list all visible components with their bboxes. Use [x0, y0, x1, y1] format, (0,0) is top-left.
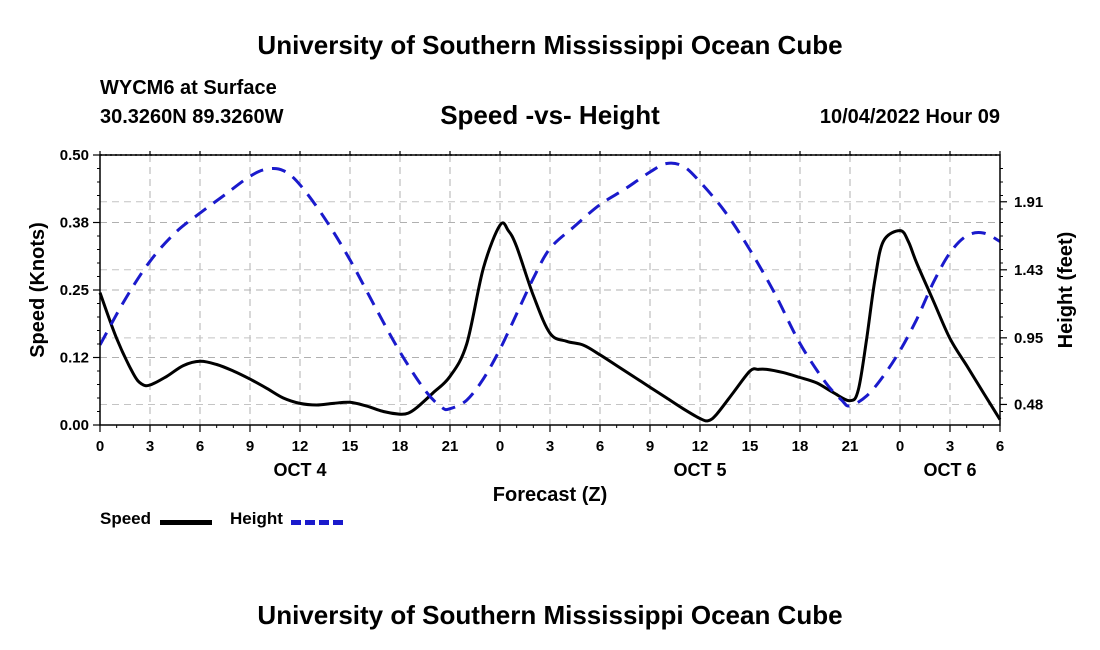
y-right-tick-label: 0.95: [1014, 330, 1043, 347]
series-line-height: [98, 161, 1001, 412]
x-tick-label: 21: [442, 438, 459, 455]
y-left-tick-label: 0.12: [60, 350, 89, 367]
x-tick-label: 6: [196, 438, 204, 455]
x-tick-label: 0: [496, 438, 504, 455]
day-label: OCT 4: [273, 460, 326, 480]
x-tick-label: 15: [342, 438, 359, 455]
x-tick-label: 6: [996, 438, 1004, 455]
legend-height-swatch: [291, 520, 343, 525]
x-tick-label: 0: [96, 438, 104, 455]
x-tick-label: 3: [946, 438, 954, 455]
x-tick-label: 6: [596, 438, 604, 455]
x-tick-label: 15: [742, 438, 759, 455]
footer-title: University of Southern Mississippi Ocean…: [257, 600, 843, 630]
y-axis-right-label: Height (feet): [1055, 232, 1077, 349]
coordinates-label: 30.3260N 89.3260W: [100, 106, 284, 128]
x-tick-label: 18: [792, 438, 809, 455]
x-tick-label: 12: [292, 438, 309, 455]
day-label: OCT 6: [923, 460, 976, 480]
axis-layer: 0 3 6 9 12 15 18 21 0 3 6 9 12 15 18 21 0 3 6 OCT 4 OCT 5 OCT…: [60, 147, 1043, 480]
x-axis-label: Forecast (Z): [493, 484, 607, 506]
y-left-tick-label: 0.50: [60, 147, 89, 164]
forecast-datetime: 10/04/2022 Hour 09: [819, 106, 1000, 128]
chart-main-title: University of Southern Mississippi Ocean…: [257, 30, 843, 60]
chart-subtitle: Speed -vs- Height: [440, 100, 660, 130]
x-tick-label: 0: [896, 438, 904, 455]
x-tick-label: 3: [146, 438, 154, 455]
legend-speed-label: Speed: [100, 509, 152, 528]
y-right-tick-label: 1.43: [1014, 262, 1043, 279]
y-left-tick-label: 0.00: [60, 417, 89, 434]
y-right-tick-label: 1.91: [1014, 194, 1043, 211]
series-layer: [98, 161, 1002, 423]
day-label: OCT 5: [673, 460, 726, 480]
legend-speed-swatch: [160, 520, 212, 525]
x-tick-label: 3: [546, 438, 554, 455]
y-left-tick-label: 0.25: [60, 282, 89, 299]
x-tick-label: 21: [842, 438, 859, 455]
station-label: WYCM6 at Surface: [100, 77, 277, 99]
legend-height-label: Height: [230, 509, 283, 528]
grid-layer: [100, 155, 1000, 425]
y-left-tick-label: 0.38: [60, 215, 89, 232]
x-tick-label: 18: [392, 438, 409, 455]
y-right-tick-label: 0.48: [1014, 396, 1043, 413]
x-tick-label: 12: [692, 438, 709, 455]
series-line-speed: [98, 221, 1002, 423]
x-tick-label: 9: [646, 438, 654, 455]
y-axis-left-label: Speed (Knots): [27, 222, 49, 358]
x-tick-label: 9: [246, 438, 254, 455]
